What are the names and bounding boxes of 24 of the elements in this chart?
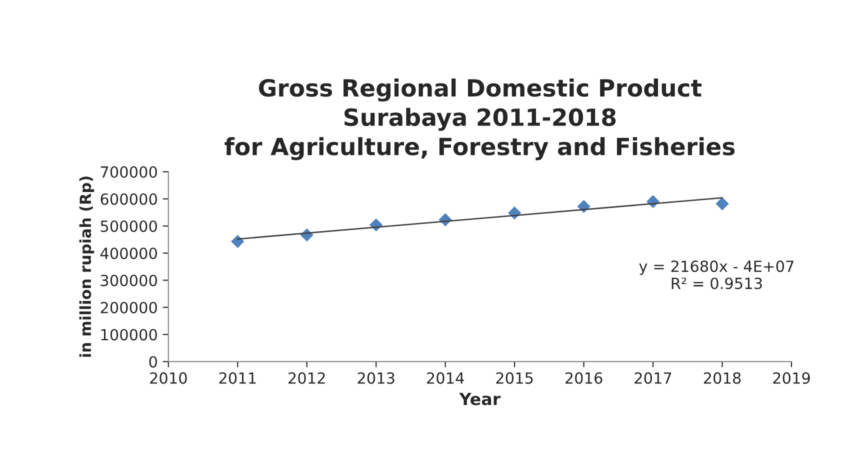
y-tick-label: 600000 xyxy=(100,193,157,205)
x-tick-label: 2018 xyxy=(704,372,741,384)
x-tick-label: 2011 xyxy=(219,372,256,384)
point xyxy=(231,234,244,248)
annotation: y = 21680x - 4E+07 R² = 0.9513 xyxy=(639,260,794,290)
y-tick-label: 0 xyxy=(149,356,157,368)
x-tick-label: 2017 xyxy=(634,372,672,384)
y-tick-label: 300000 xyxy=(100,274,157,286)
x-tick-label: 2014 xyxy=(427,372,464,384)
y-tick-label: 200000 xyxy=(100,302,157,314)
point xyxy=(716,197,729,210)
x-tick-label: 2016 xyxy=(565,372,602,384)
x-tick-label: 2010 xyxy=(150,372,187,384)
y-axis-title: in million rupiah (Rp) xyxy=(79,176,94,357)
x-axis-title: Year xyxy=(459,392,501,406)
y-tick-label: 500000 xyxy=(100,220,157,232)
x-tick-label: 2015 xyxy=(496,372,533,384)
x-tick-label: 2013 xyxy=(358,372,394,384)
chart-title: Gross Regional Domestic Product Surabaya 2011-2018 for Agriculture, Forestry and Fisheries xyxy=(224,78,735,160)
y-tick-label: 100000 xyxy=(101,328,157,340)
y-tick-label: 700000 xyxy=(100,166,157,178)
x-tick-label: 2019 xyxy=(773,372,810,384)
y-tick-label: 400000 xyxy=(100,248,157,260)
x-tick-label: 2012 xyxy=(288,372,325,384)
